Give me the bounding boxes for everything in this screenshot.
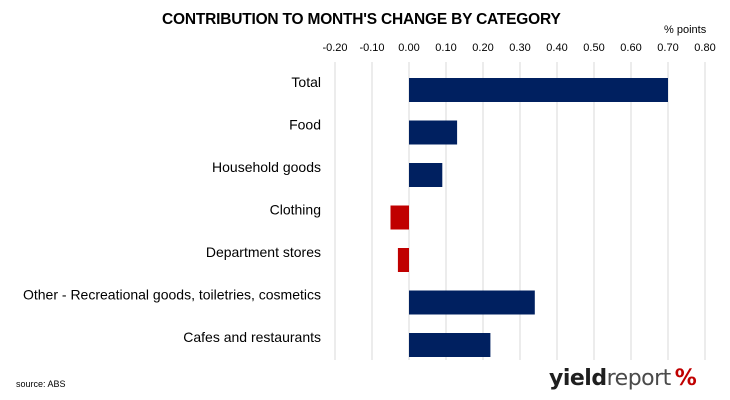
chart-title: CONTRIBUTION TO MONTH'S CHANGE BY CATEGO… xyxy=(162,11,561,28)
bars xyxy=(390,78,668,357)
bar xyxy=(409,163,443,187)
bar xyxy=(397,248,409,272)
logo-report: report xyxy=(606,366,672,391)
bar xyxy=(409,290,535,315)
bar xyxy=(390,205,409,230)
yieldreport-logo: yieldreport% xyxy=(549,364,697,394)
category-label: Household goods xyxy=(212,159,321,175)
source-note: source: ABS xyxy=(16,379,66,389)
category-labels: Total Food Household goods Clothing Departme… xyxy=(23,74,321,345)
x-tick-label: 0.80 xyxy=(694,42,715,54)
category-label: Cafes and restaurants xyxy=(183,329,321,345)
x-tick-label: -0.10 xyxy=(359,42,384,54)
x-tick-label: 0.60 xyxy=(620,42,641,54)
category-label: Other - Recreational goods, toiletries, … xyxy=(23,287,321,303)
x-tick-label: 0.10 xyxy=(435,42,456,54)
x-axis-ticks: -0.20 -0.10 0.00 0.10 0.20 0.30 0.40 0.50 0.60 0.… xyxy=(322,42,715,54)
category-label: Clothing xyxy=(270,202,321,218)
category-label: Food xyxy=(289,117,321,133)
x-axis-unit-label: % points xyxy=(664,24,707,36)
x-tick-label: 0.50 xyxy=(583,42,604,54)
bar xyxy=(409,78,668,102)
x-tick-label: 0.20 xyxy=(472,42,493,54)
x-tick-label: 0.40 xyxy=(546,42,567,54)
logo-yield: yield xyxy=(549,366,607,391)
bar xyxy=(409,333,491,357)
category-label: Total xyxy=(291,74,321,90)
logo-percent: % xyxy=(674,366,697,391)
x-tick-label: -0.20 xyxy=(322,42,347,54)
x-tick-label: 0.70 xyxy=(657,42,678,54)
x-tick-label: 0.00 xyxy=(398,42,419,54)
x-tick-label: 0.30 xyxy=(509,42,530,54)
gridlines xyxy=(334,62,706,360)
category-label: Department stores xyxy=(206,244,321,260)
bar xyxy=(409,120,458,145)
